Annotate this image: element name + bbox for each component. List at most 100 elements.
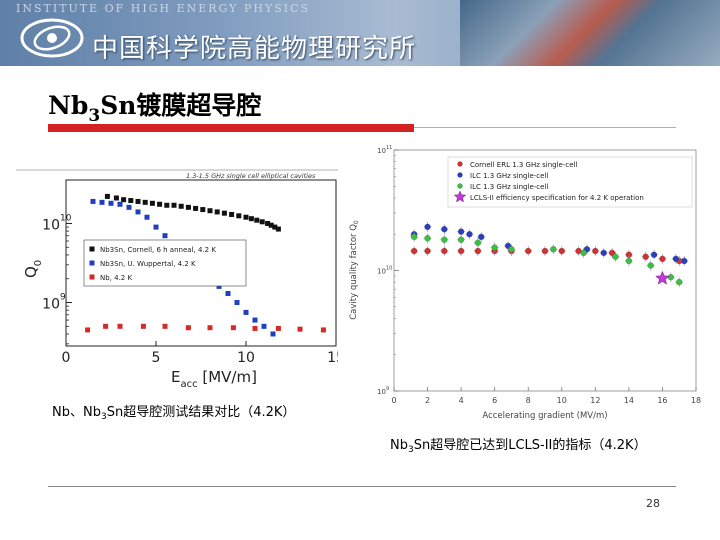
chart-right-point <box>424 235 431 242</box>
chart-left-legend: Nb3Sn, Cornell, 6 h anneal, 4.2 K Nb3Sn, … <box>83 239 247 287</box>
chart-right-y-tick-label: 10 10 <box>377 266 392 276</box>
chart-left-x-tick-label: 15 <box>327 350 338 366</box>
caption-left-suffix: Sn超导腔测试结果对比（4.2K） <box>106 405 296 420</box>
chart-right-point <box>410 233 418 241</box>
chart-right-point <box>659 255 666 262</box>
chart-right-point <box>558 247 565 255</box>
chart-left-point <box>234 300 240 306</box>
chart-right-y-tick-base: 10 <box>377 388 386 396</box>
chart-right-point <box>647 262 654 269</box>
chart-left-plot-frame <box>65 179 337 347</box>
chart-right-legend-entry: Cornell ERL 1.3 GHz single-cell <box>470 161 577 169</box>
ihep-logo-icon <box>20 18 84 58</box>
chart-right-point <box>672 255 680 262</box>
chart-left-title: 1.3-1.5 GHz single cell elliptical cavit… <box>186 172 316 180</box>
footer-divider <box>48 486 676 487</box>
chart-right-point <box>491 244 498 251</box>
chart-left-point <box>108 200 114 206</box>
chart-left-legend-entry: Nb, 4.2 K <box>100 274 132 282</box>
chart-left-point <box>207 325 213 331</box>
chart-left-point <box>140 323 146 329</box>
chart-left-y-tick-base: 10 <box>42 297 60 313</box>
title-prefix: Nb <box>48 91 89 120</box>
chart-left-y-axis-label: Q0 <box>22 260 44 278</box>
chart-left-legend-marker <box>89 274 95 280</box>
chart-left-point <box>117 323 123 329</box>
institute-name-en: INSTITUTE OF HIGH ENERGY PHYSICS <box>16 2 311 15</box>
caption-right-subscript: 3 <box>407 445 414 455</box>
chart-left-y-tick-base: 10 <box>42 217 60 233</box>
chart-left: 1.3-1.5 GHz single cell elliptical cavit… <box>16 169 338 388</box>
chart-left-point <box>164 202 170 208</box>
chart-right-point <box>642 253 649 260</box>
chart-right-point <box>612 253 619 260</box>
chart-right-point <box>457 236 465 243</box>
chart-left-point <box>275 226 281 232</box>
chart-right-y-tick-base: 10 <box>377 147 386 155</box>
chart-right-legend-marker <box>457 183 463 189</box>
chart-right-y-tick-label: 10 9 <box>377 386 389 396</box>
chart-left-x-tick-label: 5 <box>152 350 161 366</box>
chart-left-point <box>157 201 163 207</box>
slide-title: Nb3Sn镀膜超导腔 <box>48 86 261 126</box>
chart-right-x-tick-label: 0 <box>391 396 396 405</box>
chart-right-x-tick-label: 12 <box>590 396 600 405</box>
chart-right-x-tick-label: 6 <box>492 396 497 405</box>
chart-right-plot-area <box>410 221 689 288</box>
page-number: 28 <box>646 497 660 510</box>
chart-right-point <box>424 223 431 231</box>
chart-right-y-tick-label: 10 11 <box>377 145 392 155</box>
chart-right-point <box>676 279 683 286</box>
chart-right-legend-entry: LCLS-II efficiency specification for 4.2… <box>470 194 644 202</box>
title-accent-bar <box>48 124 414 132</box>
chart-left-point <box>229 211 235 217</box>
chart-right-point <box>441 247 448 255</box>
chart-right-x-tick-label: 18 <box>691 396 701 405</box>
chart-right-x-tick-label: 10 <box>557 396 567 405</box>
chart-right-point <box>424 247 431 255</box>
chart-left-point <box>248 216 254 222</box>
chart-left-point <box>275 325 281 331</box>
chart-left-point <box>128 198 134 204</box>
chart-left-legend-marker <box>89 246 95 252</box>
chart-left-point <box>85 327 91 333</box>
chart-right-point <box>474 247 482 255</box>
chart-left-point <box>230 325 236 331</box>
chart-left-point <box>252 317 258 323</box>
caption-right-suffix: Sn超导腔已达到LCLS-II的指标（4.2K） <box>413 438 647 453</box>
chart-left-point <box>162 233 168 239</box>
chart-right-point <box>474 239 482 246</box>
chart-left-point <box>268 222 274 228</box>
chart-left-point <box>270 331 276 337</box>
chart-left-point <box>113 195 119 201</box>
chart-left-point <box>320 327 326 333</box>
caption-right: Nb3Sn超导腔已达到LCLS-II的指标（4.2K） <box>390 434 647 455</box>
chart-left-point <box>225 291 231 297</box>
caption-left-subscript: 3 <box>100 412 107 422</box>
chart-left-y-tick-exp: 10 <box>60 213 72 223</box>
chart-right-point <box>625 257 633 265</box>
chart-right-series-3 <box>655 270 670 285</box>
chart-left-series-2 <box>85 323 326 333</box>
chart-left-x-axis-label: Eacc [MV/m] <box>171 368 257 388</box>
chart-right-y-axis-label: Cavity quality factor Q0 <box>349 220 360 320</box>
chart-left-point <box>221 210 227 216</box>
chart-left-point <box>243 309 249 315</box>
chart-right-x-tick-label: 4 <box>459 396 464 405</box>
chart-right-series-2 <box>410 231 684 288</box>
chart-right-point <box>441 236 448 243</box>
chart-right-point <box>655 270 670 285</box>
chart-right-point <box>550 246 557 253</box>
chart-right-y-axis-label-sub: 0 <box>353 220 360 224</box>
chart-right-x-tick-label: 8 <box>526 396 531 405</box>
chart-right-point <box>457 228 465 235</box>
chart-left-point <box>162 323 168 329</box>
chart-right-legend-entry: ILC 1.3 GHz single-cell <box>470 183 548 191</box>
title-suffix: Sn镀膜超导腔 <box>100 91 262 120</box>
chart-left-legend-marker <box>89 260 95 266</box>
chart-right-legend-marker <box>457 172 463 178</box>
chart-right-point <box>508 246 515 253</box>
chart-right-point <box>650 251 658 258</box>
